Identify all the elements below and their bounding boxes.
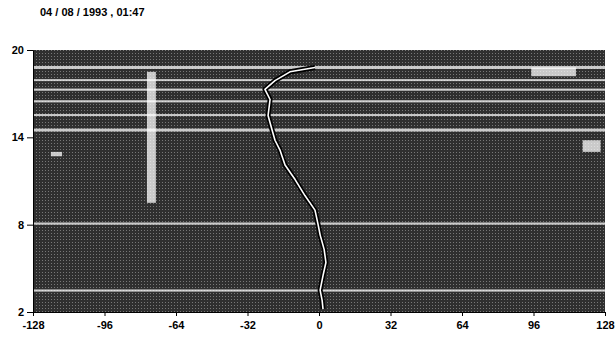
x-tick-label: -128 xyxy=(22,319,44,331)
y-tick: 8 xyxy=(18,219,33,231)
plot-area xyxy=(33,50,605,312)
echo xyxy=(33,100,605,102)
x-tick-mark xyxy=(105,312,106,316)
x-tick-mark xyxy=(534,312,535,316)
trace-line xyxy=(265,67,326,309)
y-tick: 2 xyxy=(18,306,33,318)
x-tick-label: 64 xyxy=(456,319,469,331)
x-tick-label: 32 xyxy=(385,319,397,331)
y-axis: 2 8 14 20 xyxy=(12,44,34,318)
x-tick-mark xyxy=(462,312,463,316)
y-tick: 14 xyxy=(12,131,33,143)
title: 04 / 08 / 1993 , 01:47 xyxy=(40,6,145,18)
y-tick: 20 xyxy=(12,44,33,56)
echo xyxy=(531,67,576,76)
x-tick-mark xyxy=(176,312,177,316)
x-axis: -128 -96 -64 -32 0 32 64 96 128 xyxy=(22,312,614,331)
y-axis-line xyxy=(27,51,34,313)
x-tick-label: 128 xyxy=(596,319,614,331)
y-tick-mark xyxy=(27,50,33,51)
x-axis-line xyxy=(34,313,606,317)
x-tick-mark xyxy=(391,312,392,316)
y-tick-mark xyxy=(27,225,33,226)
trace-outline xyxy=(265,67,326,309)
echo xyxy=(51,152,62,156)
x-tick-mark xyxy=(248,312,249,316)
x-tick-label: -32 xyxy=(240,319,256,331)
x-tick: 0 xyxy=(316,312,322,331)
echo xyxy=(33,114,605,116)
echo xyxy=(33,66,605,69)
x-tick: 128 xyxy=(596,312,614,331)
background xyxy=(33,50,605,312)
x-tick-mark xyxy=(605,312,606,316)
y-tick-label: 8 xyxy=(18,219,24,231)
y-tick-label: 2 xyxy=(18,306,24,318)
x-tick-mark xyxy=(319,312,320,316)
x-tick: 64 xyxy=(456,312,469,331)
y-tick-label: 14 xyxy=(12,131,25,143)
echo xyxy=(147,72,156,203)
x-tick: -96 xyxy=(97,312,113,331)
x-tick: -32 xyxy=(240,312,256,331)
y-tick-label: 20 xyxy=(12,44,24,56)
x-tick-label: -64 xyxy=(169,319,186,331)
x-tick-label: 96 xyxy=(528,319,540,331)
x-tick: -128 xyxy=(22,312,44,331)
echo xyxy=(33,79,605,81)
y-tick-mark xyxy=(27,137,33,138)
echo xyxy=(33,129,605,132)
echo xyxy=(583,140,601,152)
x-tick: 96 xyxy=(528,312,540,331)
x-tick: 32 xyxy=(385,312,397,331)
echo xyxy=(33,89,605,91)
x-tick-label: -96 xyxy=(97,319,113,331)
x-tick: -64 xyxy=(169,312,186,331)
y-tick-mark xyxy=(27,312,33,313)
x-tick-label: 0 xyxy=(316,319,322,331)
chart: 04 / 08 / 1993 , 01:47 -128 -96 -64 -32 0 32 64… xyxy=(0,0,615,345)
